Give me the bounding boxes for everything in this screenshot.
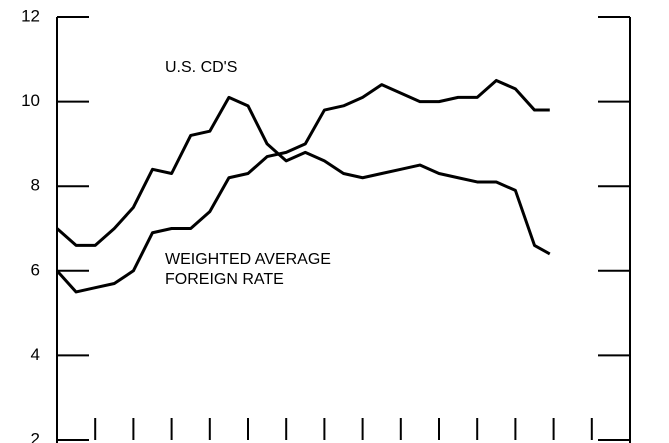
y-tick-label: 4	[31, 345, 40, 364]
y-tick-label: 10	[21, 91, 40, 110]
y-tick-label: 12	[21, 6, 40, 25]
y-tick-label: 8	[31, 176, 40, 195]
y-tick-label: 6	[31, 260, 40, 279]
annotation: FOREIGN RATE	[165, 271, 284, 288]
y-tick-label: 2	[31, 429, 40, 443]
line-series	[55, 78, 550, 294]
line-series	[56, 95, 551, 256]
annotation: WEIGHTED AVERAGE	[165, 251, 331, 268]
annotation: U.S. CD'S	[165, 59, 237, 76]
